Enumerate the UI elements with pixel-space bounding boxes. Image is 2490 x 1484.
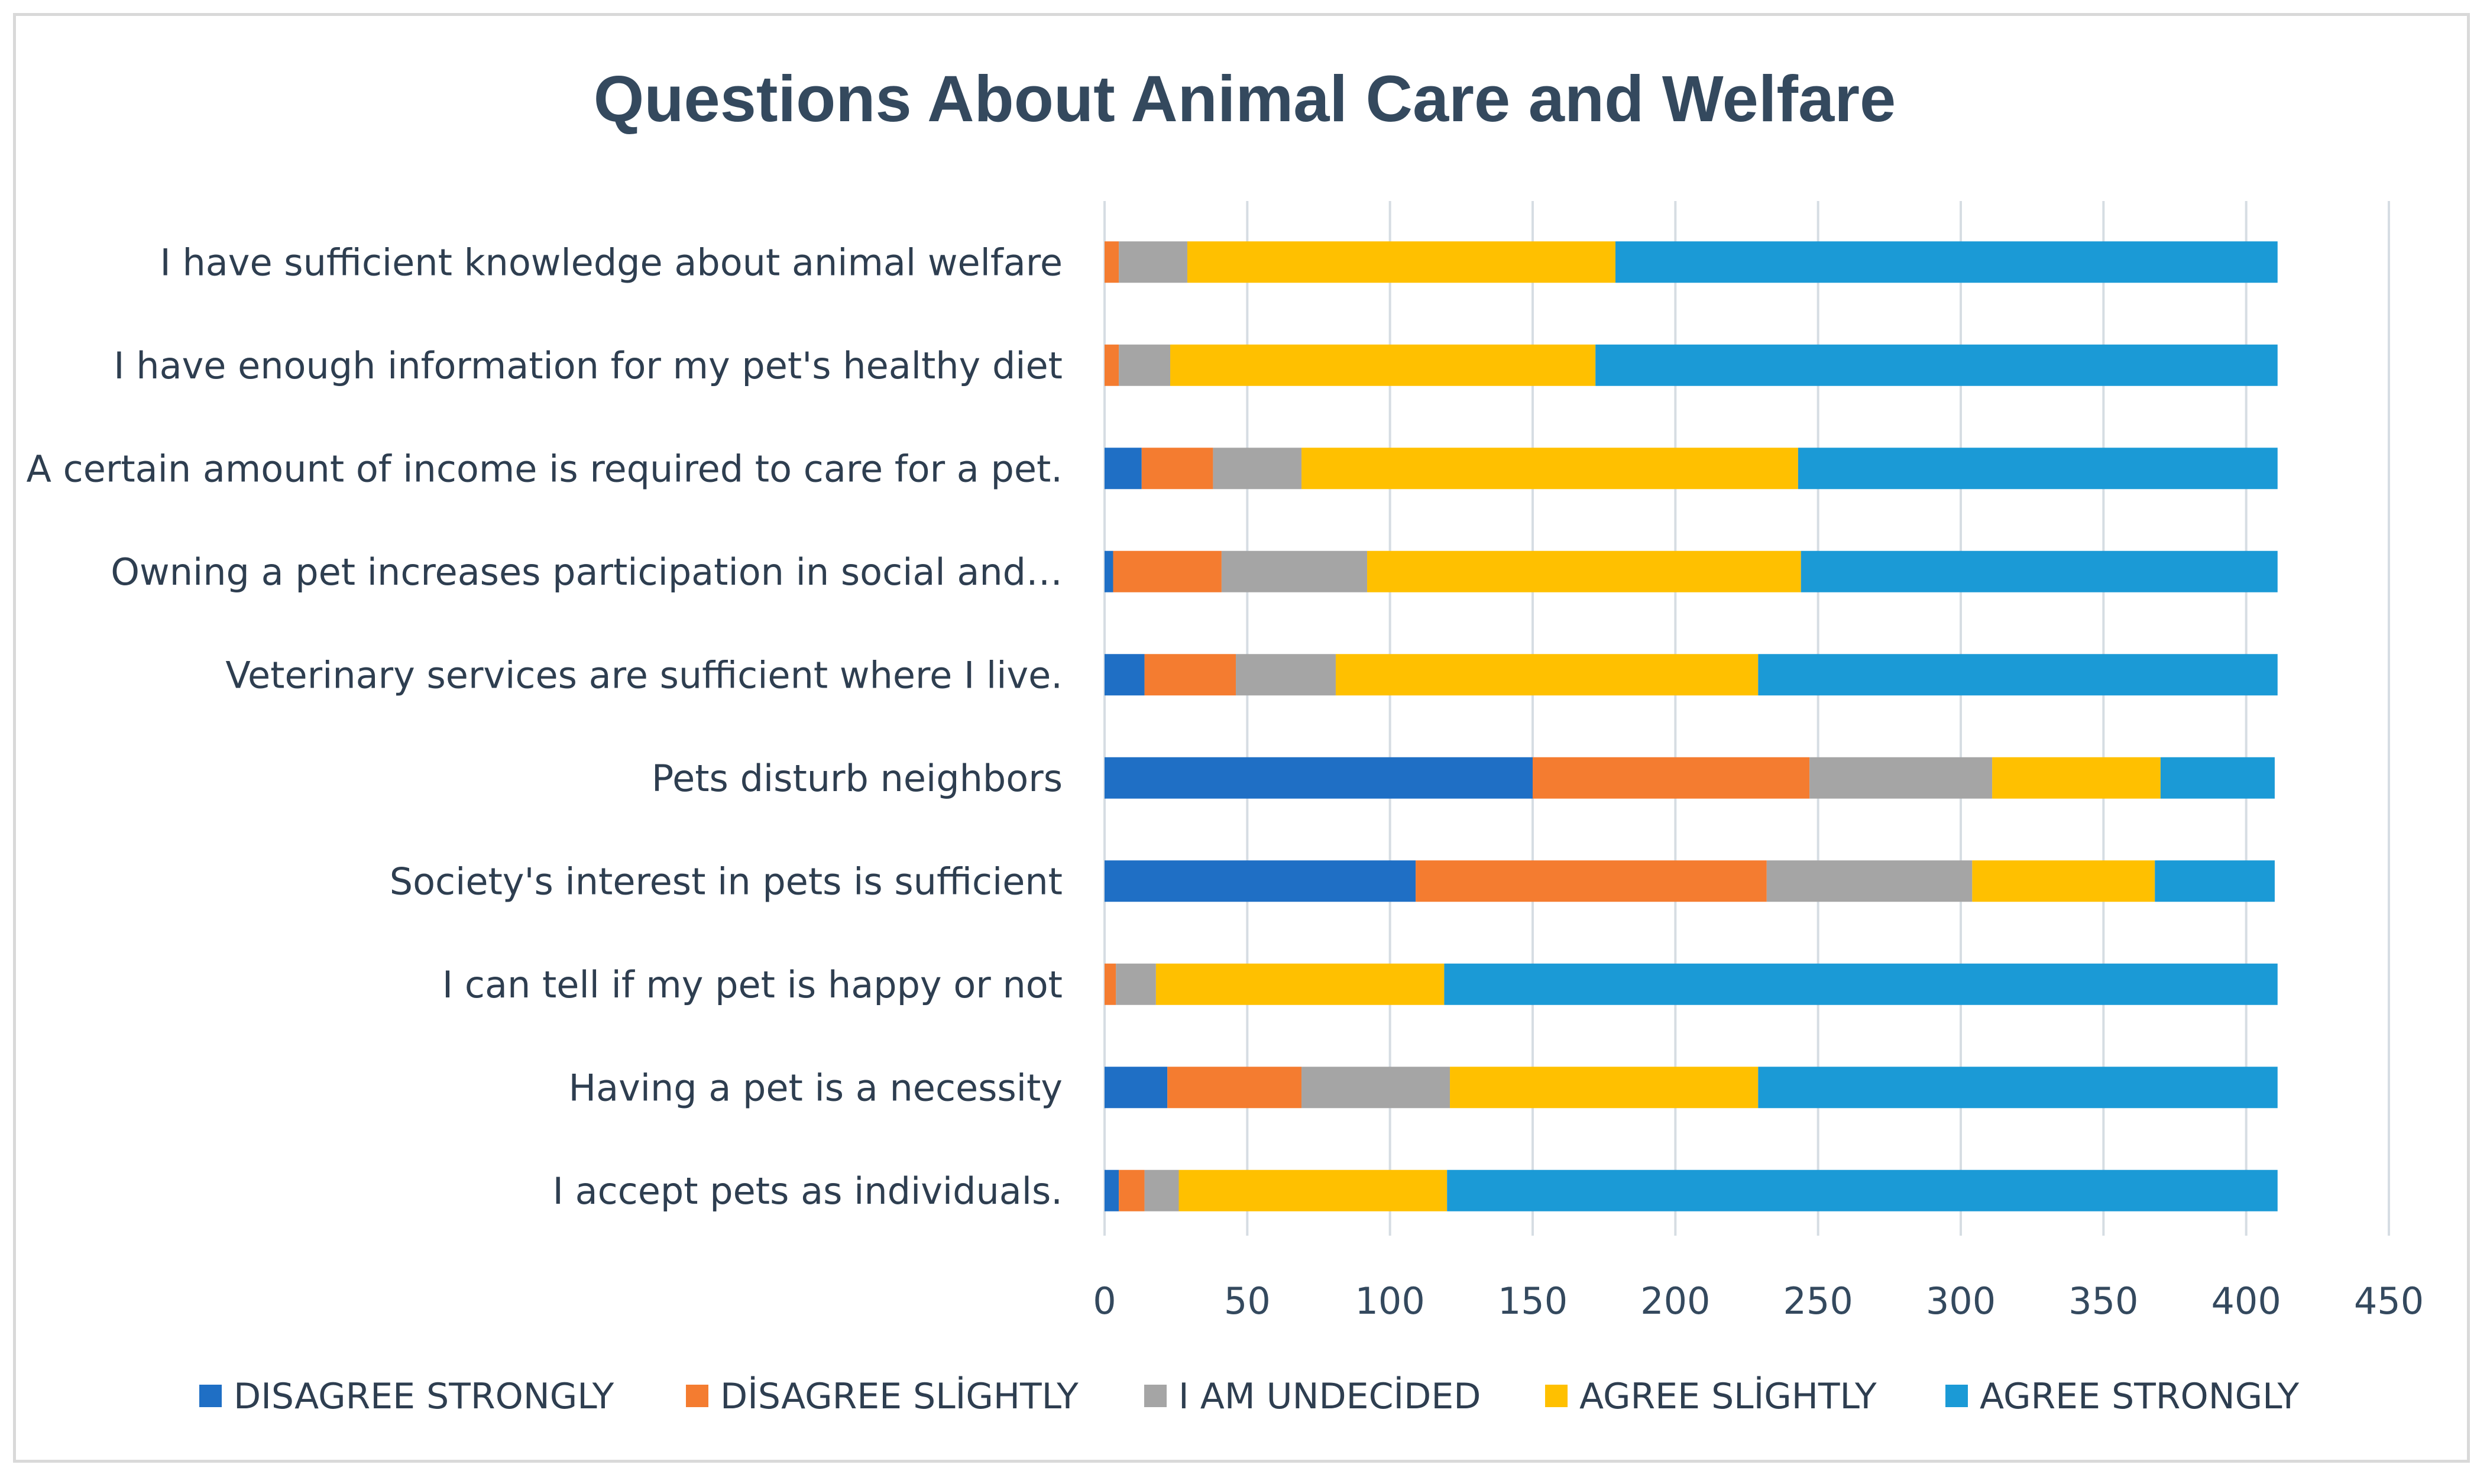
bar-i-am-undeci-ded-2 (1213, 448, 1302, 490)
category-label: A certain amount of income is required t… (27, 447, 1063, 490)
bar-disagree-strongly-2 (1105, 448, 1142, 490)
bar-di-sagree-sli-ghtly-1 (1105, 344, 1119, 386)
x-tick-label: 250 (1783, 1279, 1853, 1323)
bar-disagree-strongly-6 (1105, 860, 1416, 902)
bar-agree-sli-ghtly-4 (1335, 654, 1759, 696)
bar-agree-strongly-3 (1801, 550, 2278, 592)
bar-di-sagree-sli-ghtly-7 (1105, 963, 1116, 1005)
bar-agree-sli-ghtly-2 (1301, 448, 1798, 490)
legend-swatch (199, 1385, 222, 1407)
bar-disagree-strongly-9 (1105, 1169, 1119, 1211)
bar-disagree-strongly-3 (1105, 550, 1113, 592)
legend-swatch (1545, 1385, 1568, 1407)
bar-agree-sli-ghtly-8 (1450, 1067, 1759, 1109)
bar-agree-strongly-2 (1798, 448, 2278, 490)
bar-i-am-undeci-ded-3 (1221, 550, 1368, 592)
x-tick-label: 50 (1224, 1279, 1271, 1323)
legend-label: DİSAGREE SLİGHTLY (720, 1375, 1079, 1417)
bar-disagree-strongly-8 (1105, 1067, 1168, 1109)
bar-agree-strongly-0 (1615, 241, 2278, 283)
legend-swatch (1945, 1385, 1968, 1407)
category-label: Veterinary services are sufficient where… (225, 653, 1063, 696)
bar-disagree-strongly-5 (1105, 757, 1533, 799)
bar-i-am-undeci-ded-0 (1119, 241, 1187, 283)
bar-di-sagree-sli-ghtly-5 (1533, 757, 1810, 799)
bar-i-am-undeci-ded-9 (1144, 1169, 1179, 1211)
bar-agree-strongly-9 (1447, 1169, 2278, 1211)
x-tick-label: 100 (1355, 1279, 1424, 1323)
bar-agree-sli-ghtly-0 (1187, 241, 1615, 283)
bar-i-am-undeci-ded-4 (1236, 654, 1336, 696)
category-labels: I have sufficient knowledge about animal… (27, 241, 1063, 1213)
x-tick-label: 450 (2354, 1279, 2424, 1323)
bar-di-sagree-sli-ghtly-8 (1167, 1067, 1302, 1109)
x-tick-label: 300 (1926, 1279, 1996, 1323)
legend-swatch (1144, 1385, 1167, 1407)
bar-agree-strongly-8 (1758, 1067, 2278, 1109)
x-axis-tick-labels: 0 50 100 150 200 250 300 350 400 450 (1093, 1279, 2424, 1323)
bar-agree-sli-ghtly-1 (1170, 344, 1596, 386)
bar-i-am-undeci-ded-7 (1116, 963, 1156, 1005)
x-tick-label: 0 (1093, 1279, 1116, 1323)
legend-label: AGREE SLİGHTLY (1579, 1375, 1877, 1417)
legend-swatch (686, 1385, 708, 1407)
bar-i-am-undeci-ded-1 (1119, 344, 1171, 386)
category-label: I accept pets as individuals. (553, 1169, 1063, 1213)
category-label: Having a pet is a necessity (568, 1066, 1063, 1109)
bar-i-am-undeci-ded-8 (1301, 1067, 1450, 1109)
chart-title: Questions About Animal Care and Welfare (594, 63, 1896, 135)
legend-label: I AM UNDECİDED (1178, 1375, 1481, 1417)
bar-agree-strongly-6 (2155, 860, 2275, 902)
x-tick-label: 150 (1498, 1279, 1568, 1323)
x-tick-label: 200 (1640, 1279, 1710, 1323)
x-tick-label: 350 (2068, 1279, 2138, 1323)
bar-agree-sli-ghtly-9 (1178, 1169, 1448, 1211)
bar-di-sagree-sli-ghtly-4 (1144, 654, 1236, 696)
bar-i-am-undeci-ded-5 (1809, 757, 1993, 799)
bar-agree-sli-ghtly-5 (1992, 757, 2161, 799)
bar-agree-sli-ghtly-3 (1367, 550, 1801, 592)
category-label: I have sufficient knowledge about animal… (160, 241, 1063, 284)
bar-disagree-strongly-4 (1105, 654, 1145, 696)
bar-agree-strongly-7 (1444, 963, 2278, 1005)
category-label: Owning a pet increases participation in … (111, 550, 1063, 594)
bar-i-am-undeci-ded-6 (1766, 860, 1973, 902)
bar-agree-strongly-4 (1758, 654, 2278, 696)
bar-agree-sli-ghtly-7 (1155, 963, 1445, 1005)
bar-di-sagree-sli-ghtly-0 (1105, 241, 1119, 283)
legend-label: DISAGREE STRONGLY (234, 1376, 614, 1417)
bar-di-sagree-sli-ghtly-9 (1119, 1169, 1145, 1211)
legend-label: AGREE STRONGLY (1980, 1376, 2300, 1417)
bars (1105, 241, 2278, 1211)
bar-agree-strongly-5 (2160, 757, 2275, 799)
bar-di-sagree-sli-ghtly-6 (1416, 860, 1767, 902)
bar-agree-strongly-1 (1595, 344, 2278, 386)
legend: DISAGREE STRONGLY DİSAGREE SLİGHTLY I AM U… (199, 1375, 2300, 1417)
category-label: I have enough information for my pet's h… (114, 344, 1063, 387)
category-label: Society's interest in pets is sufficient (390, 860, 1063, 903)
category-label: I can tell if my pet is happy or not (442, 963, 1063, 1006)
category-label: Pets disturb neighbors (652, 757, 1063, 800)
x-tick-label: 400 (2211, 1279, 2281, 1323)
bar-di-sagree-sli-ghtly-2 (1141, 448, 1213, 490)
bar-di-sagree-sli-ghtly-3 (1113, 550, 1222, 592)
bar-agree-sli-ghtly-6 (1972, 860, 2155, 902)
